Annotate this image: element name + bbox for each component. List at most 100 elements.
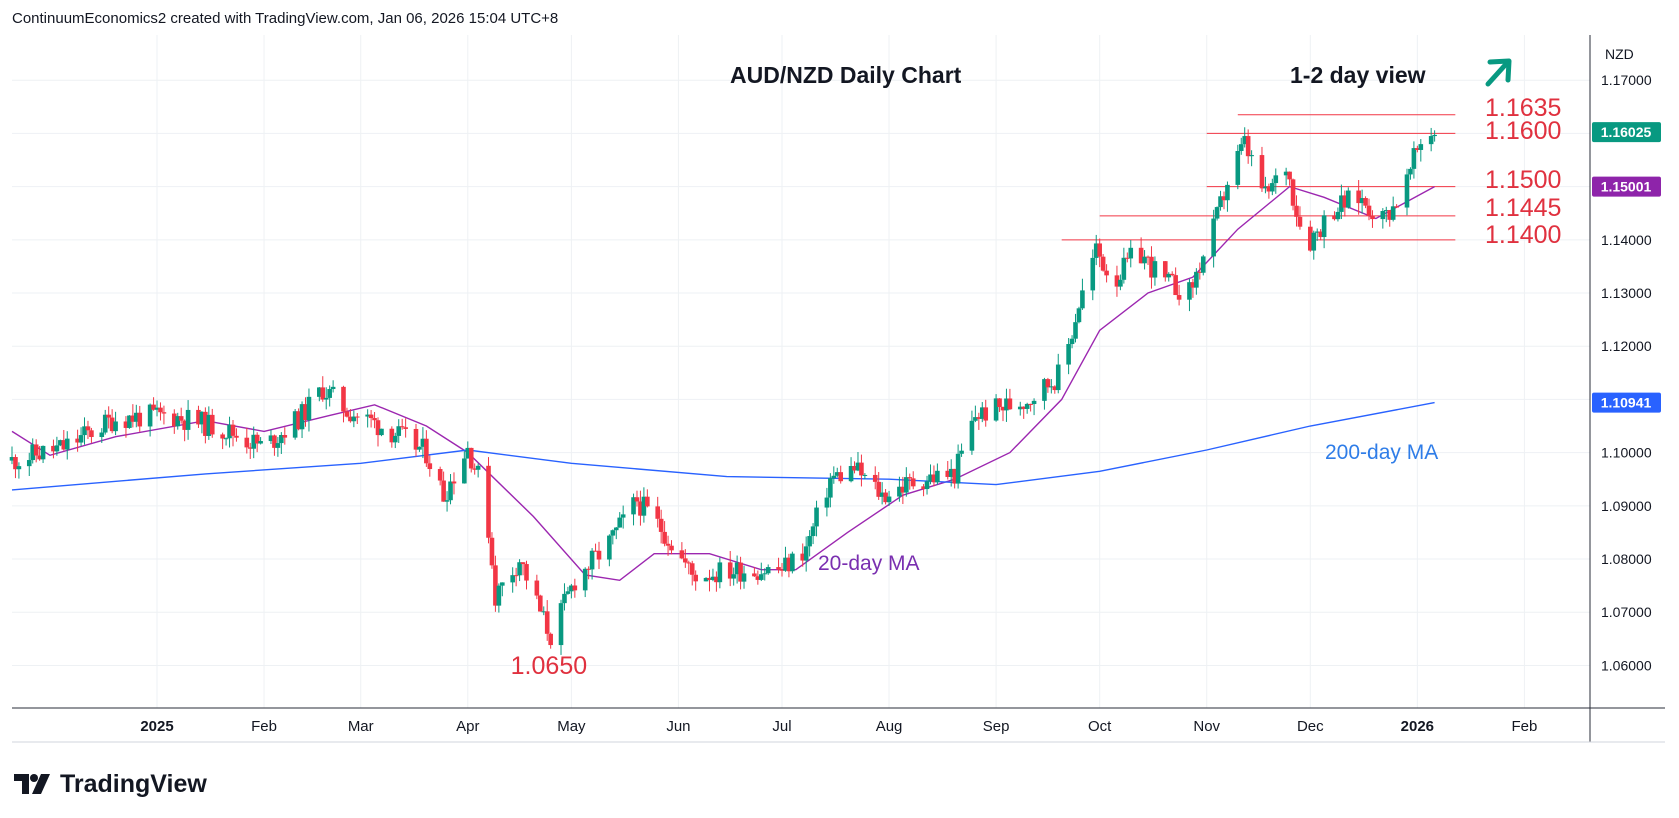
candle — [102, 409, 108, 435]
candle-body — [1162, 261, 1168, 278]
candle — [828, 473, 833, 508]
candle-body — [444, 500, 450, 502]
candle — [1249, 150, 1254, 167]
candle-body — [638, 501, 643, 516]
price-badge-bg — [1592, 122, 1661, 143]
price-unit: NZD — [1605, 46, 1634, 62]
candle — [1308, 220, 1313, 252]
candle-body — [1169, 273, 1175, 276]
candle-body — [251, 434, 257, 449]
candle-body — [1235, 151, 1241, 185]
candle — [1149, 246, 1154, 289]
candle — [220, 432, 225, 450]
candle — [496, 583, 502, 613]
candle-body — [268, 435, 274, 442]
candle-body — [928, 474, 933, 482]
chart-title: AUD/NZD Daily Chart — [730, 62, 962, 88]
candle — [727, 550, 733, 587]
chart-border — [12, 35, 1665, 743]
candle — [1076, 306, 1082, 324]
price-badge-label: 1.16025 — [1601, 124, 1652, 140]
candle-body — [37, 455, 42, 460]
candle — [1187, 279, 1192, 312]
candle — [244, 427, 250, 454]
candle — [838, 465, 844, 484]
candle — [299, 401, 305, 439]
candle — [365, 409, 370, 428]
candle — [538, 594, 543, 612]
candle-body — [1273, 175, 1279, 184]
y-tick-label: 1.13000 — [1601, 285, 1652, 301]
candle-body — [1073, 322, 1078, 339]
candle-body — [997, 398, 1002, 408]
candle-body — [665, 543, 671, 546]
candle-body — [1138, 247, 1144, 264]
candle — [89, 427, 94, 443]
candle-body — [734, 562, 740, 575]
candle — [655, 496, 661, 528]
candle-body — [123, 421, 129, 428]
candle — [1055, 353, 1061, 394]
candle — [272, 434, 277, 456]
candle — [1052, 385, 1058, 394]
x-tick-label: Jun — [666, 718, 690, 735]
candle — [275, 436, 281, 457]
candle-body — [1173, 275, 1178, 296]
candle — [82, 417, 87, 445]
x-tick-label: Aug — [876, 718, 903, 735]
candle-body — [948, 468, 954, 477]
candle-body — [658, 518, 664, 532]
candle-body — [1311, 232, 1317, 251]
candle — [897, 476, 902, 502]
price-badge-bg — [1592, 176, 1661, 197]
candle-body — [645, 496, 650, 507]
candle-body — [731, 574, 736, 579]
candle-body — [1097, 243, 1102, 257]
candle — [1404, 168, 1410, 216]
candle — [710, 568, 716, 582]
candle — [1021, 406, 1027, 419]
candle-body — [959, 450, 964, 454]
candle — [113, 411, 118, 436]
candle — [1066, 338, 1071, 375]
candle — [203, 407, 208, 444]
candle-body — [379, 428, 384, 436]
candle-body — [1404, 174, 1410, 208]
candle — [268, 429, 274, 445]
candle-body — [803, 546, 809, 561]
candle-body — [617, 517, 623, 528]
price-badge-label: 1.15001 — [1601, 179, 1652, 195]
candle — [175, 412, 181, 430]
candle-body — [589, 550, 595, 570]
candle — [762, 568, 768, 581]
candle — [879, 482, 885, 505]
candle — [1394, 204, 1399, 208]
candle-body — [227, 424, 232, 439]
candle-body — [78, 435, 84, 443]
candle-body — [399, 426, 405, 428]
candle-body — [1238, 144, 1244, 152]
candle-body — [886, 496, 892, 503]
candle-body — [883, 492, 888, 503]
candle — [541, 606, 547, 616]
candle — [448, 474, 453, 505]
candle — [451, 472, 457, 495]
candle — [1162, 260, 1168, 282]
candle-body — [1007, 398, 1013, 410]
candle-body — [979, 407, 985, 419]
candle-body — [1218, 196, 1223, 208]
candle — [1080, 278, 1085, 310]
x-tick-label: Apr — [456, 718, 479, 735]
candle — [800, 543, 806, 567]
candle-body — [1066, 344, 1071, 365]
candle-body — [203, 411, 208, 436]
candle-body — [924, 481, 930, 490]
candle — [258, 437, 263, 445]
candle — [1342, 190, 1348, 217]
candle-body — [900, 486, 906, 493]
candle-body — [534, 580, 540, 596]
candle — [171, 409, 177, 434]
candle — [137, 405, 143, 432]
candle — [517, 559, 522, 582]
